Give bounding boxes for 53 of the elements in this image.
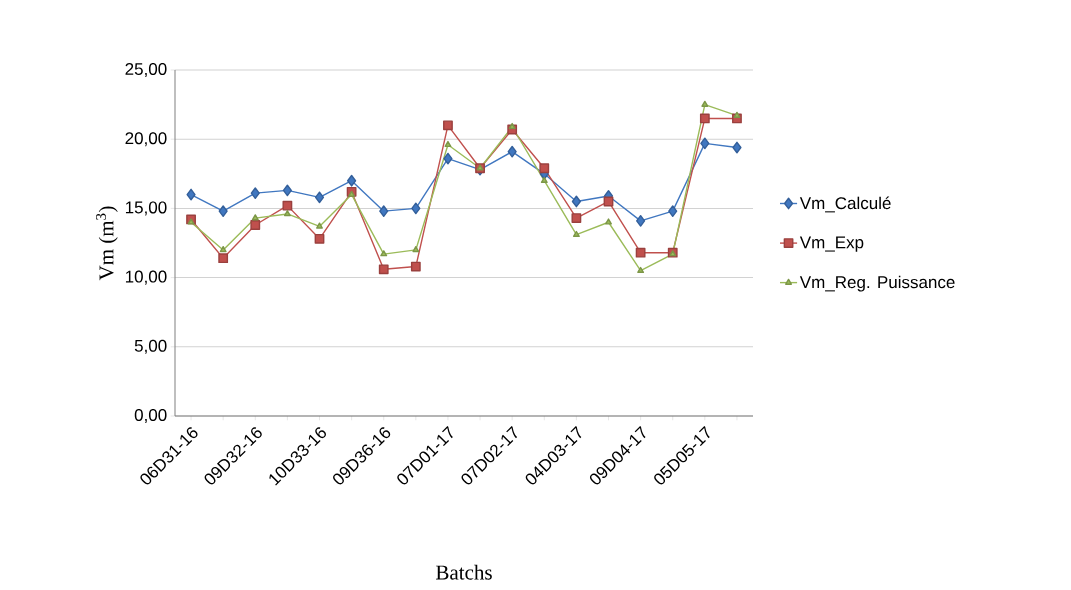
y-tick-label: 10,00 xyxy=(125,270,167,285)
point xyxy=(282,200,293,211)
point xyxy=(251,214,259,221)
point xyxy=(539,163,550,174)
point xyxy=(316,222,323,229)
point xyxy=(668,205,678,218)
legend-label: Vm_Calculé xyxy=(799,196,891,213)
point xyxy=(605,218,612,225)
point xyxy=(571,213,582,223)
point xyxy=(637,266,645,273)
point xyxy=(218,205,228,218)
point xyxy=(699,113,710,124)
point xyxy=(186,188,196,201)
point xyxy=(378,264,389,275)
point xyxy=(444,140,452,148)
point xyxy=(348,190,356,197)
point xyxy=(733,111,741,118)
point xyxy=(347,174,357,187)
point xyxy=(380,250,388,257)
y-tick-label: 15,00 xyxy=(125,201,167,216)
point xyxy=(412,246,420,253)
point xyxy=(508,122,516,130)
point xyxy=(507,145,517,158)
y-tick-label: 5,00 xyxy=(134,339,167,354)
point xyxy=(701,100,709,107)
point xyxy=(250,187,260,200)
point xyxy=(250,220,261,230)
point xyxy=(635,247,646,258)
legend-label: Vm_Reg. Puissance xyxy=(799,275,955,292)
y-tick-label: 20,00 xyxy=(125,132,167,147)
point xyxy=(283,210,291,217)
point xyxy=(700,137,710,150)
y-axis-title: Vm (m$^{3}$) xyxy=(96,206,118,281)
point xyxy=(732,141,742,154)
point xyxy=(314,233,325,244)
point xyxy=(443,120,453,131)
legend-label: Vm_Exp xyxy=(799,236,864,252)
point xyxy=(282,184,292,197)
point xyxy=(411,202,421,215)
point xyxy=(636,214,646,227)
point xyxy=(443,152,453,165)
point xyxy=(187,218,195,225)
y-tick-label: 0,00 xyxy=(134,408,167,424)
point xyxy=(379,205,389,218)
point xyxy=(314,191,325,204)
point xyxy=(572,230,580,237)
y-tick-label: 25,00 xyxy=(125,62,167,78)
point xyxy=(219,246,227,253)
point xyxy=(410,261,421,272)
point xyxy=(571,195,581,208)
point xyxy=(540,176,548,184)
x-axis-title: Batchs xyxy=(436,564,492,580)
point xyxy=(218,253,229,264)
